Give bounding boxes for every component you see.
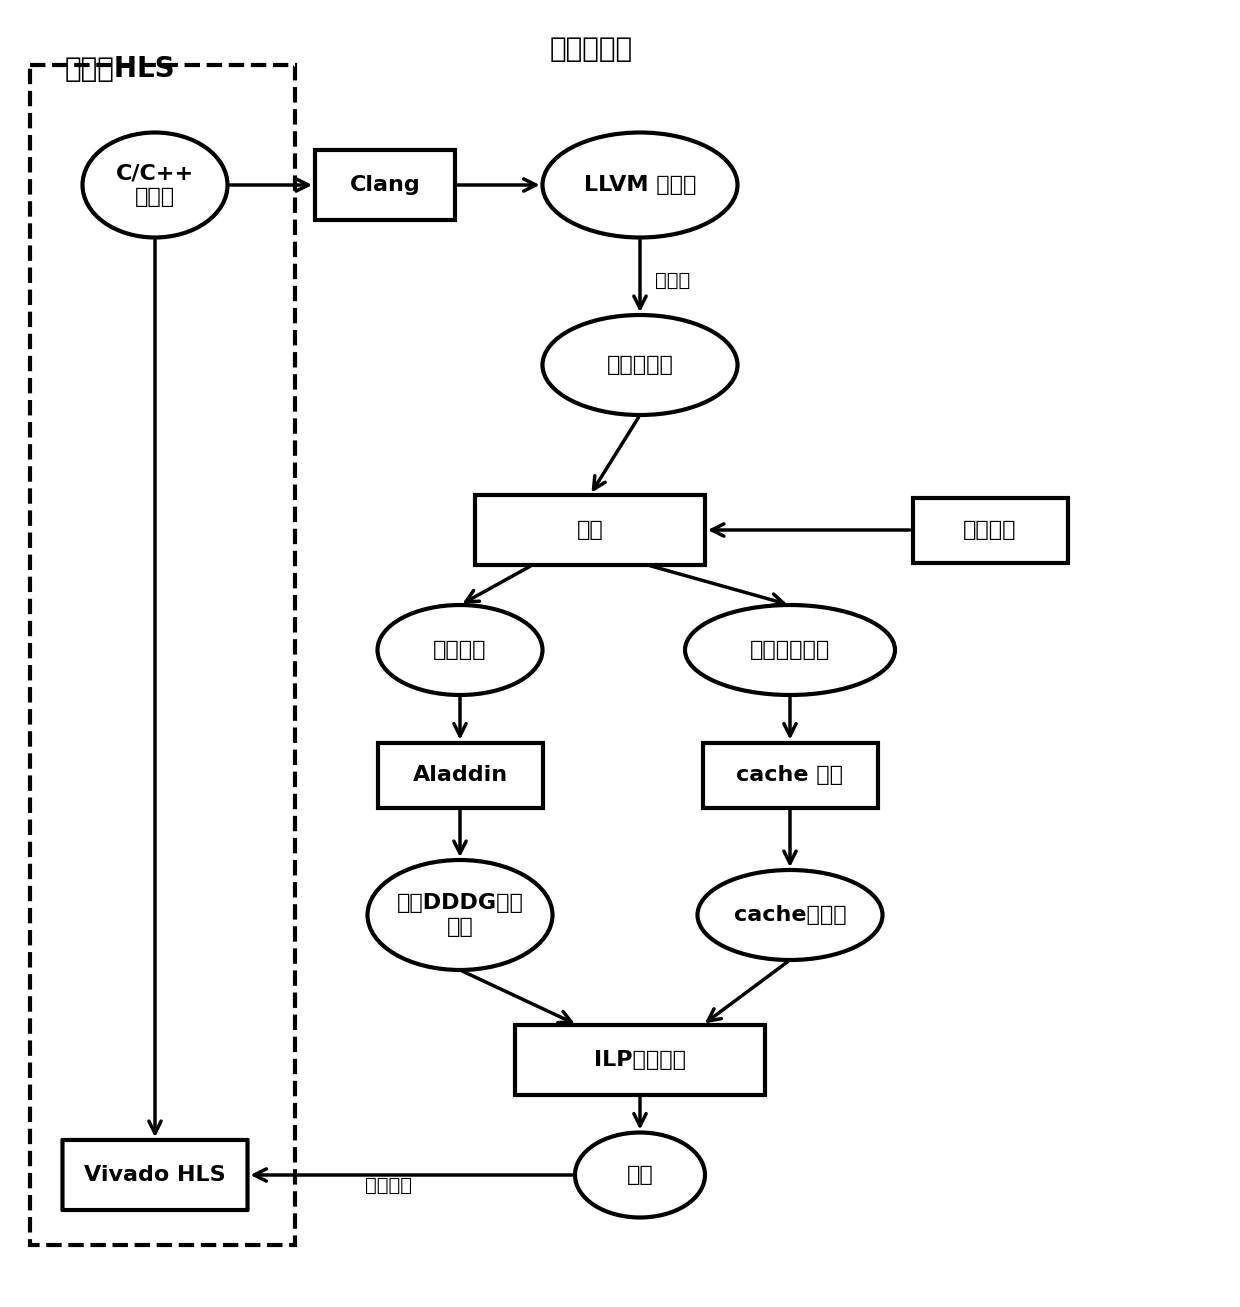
- Ellipse shape: [697, 870, 883, 961]
- Text: 输入数据: 输入数据: [963, 520, 1017, 540]
- Text: Clang: Clang: [350, 175, 420, 195]
- Text: 数据访问追踪: 数据访问追踪: [750, 640, 830, 660]
- Text: Aladdin: Aladdin: [413, 765, 507, 786]
- Ellipse shape: [367, 860, 553, 970]
- Text: 生成DDDG并且
优化: 生成DDDG并且 优化: [397, 894, 523, 937]
- Text: 提出的框架: 提出的框架: [551, 35, 634, 63]
- Ellipse shape: [543, 315, 738, 416]
- Ellipse shape: [377, 605, 543, 695]
- FancyBboxPatch shape: [703, 742, 878, 808]
- Text: 检测中间码: 检测中间码: [606, 356, 673, 375]
- Text: 指令追踪: 指令追踪: [433, 640, 487, 660]
- FancyBboxPatch shape: [515, 1025, 765, 1095]
- Text: 输出: 输出: [626, 1165, 653, 1185]
- FancyBboxPatch shape: [377, 742, 543, 808]
- Ellipse shape: [83, 132, 227, 238]
- FancyBboxPatch shape: [475, 495, 706, 565]
- Text: cache冲突图: cache冲突图: [734, 904, 847, 925]
- FancyBboxPatch shape: [62, 1140, 248, 1210]
- Text: 执行: 执行: [577, 520, 604, 540]
- Ellipse shape: [543, 132, 738, 238]
- FancyBboxPatch shape: [913, 498, 1068, 562]
- FancyBboxPatch shape: [315, 150, 455, 220]
- Text: ILP公式求解: ILP公式求解: [594, 1050, 686, 1070]
- Text: Vivado HLS: Vivado HLS: [84, 1165, 226, 1185]
- Text: 原始的HLS: 原始的HLS: [64, 55, 176, 84]
- Text: C/C++
源代码: C/C++ 源代码: [115, 163, 195, 207]
- Text: 配置库: 配置库: [655, 271, 691, 289]
- Ellipse shape: [575, 1132, 706, 1218]
- Ellipse shape: [684, 605, 895, 695]
- Text: LLVM 中间码: LLVM 中间码: [584, 175, 696, 195]
- Text: 分配配置: 分配配置: [365, 1175, 412, 1195]
- Text: cache 仿真: cache 仿真: [737, 765, 843, 786]
